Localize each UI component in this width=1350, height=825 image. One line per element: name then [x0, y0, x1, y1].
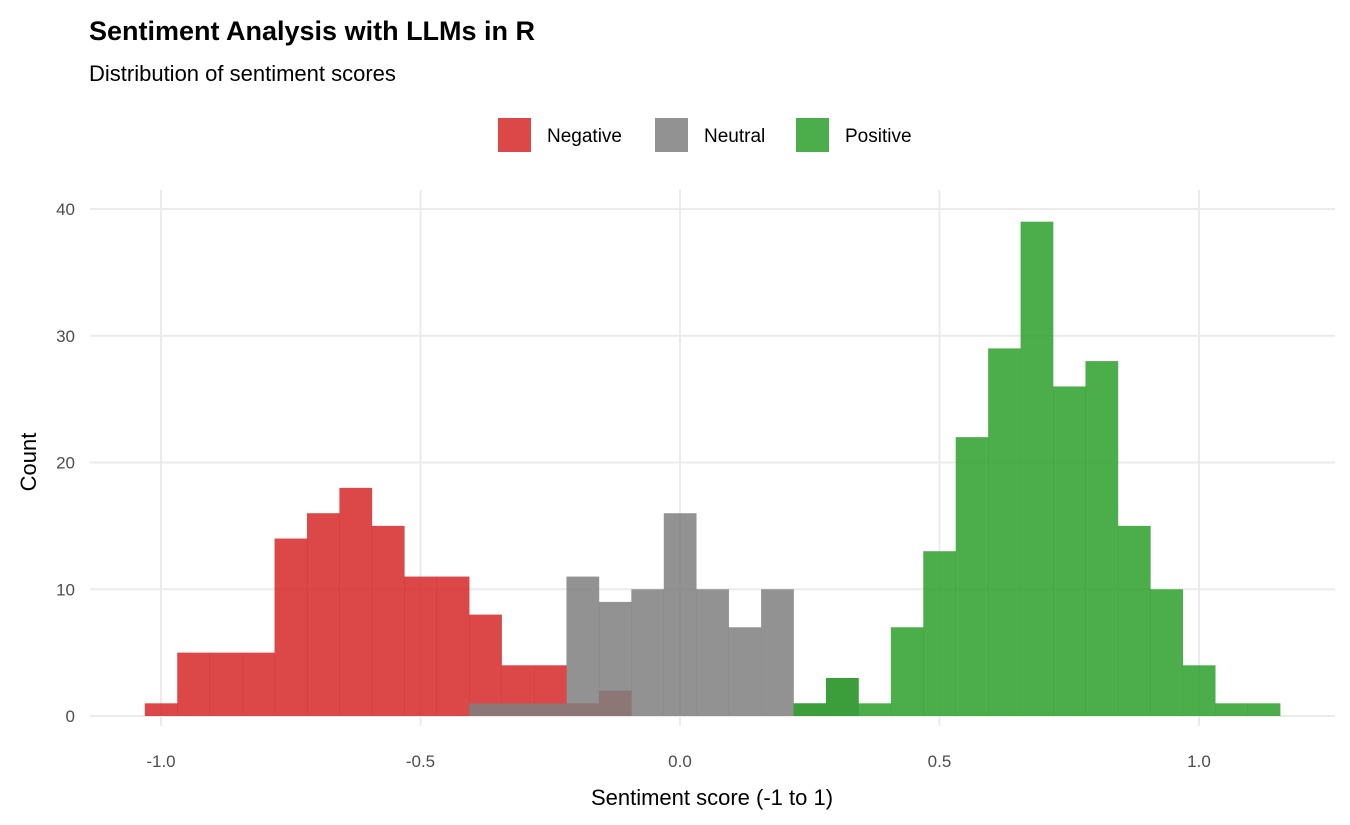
bar-positive [1150, 589, 1184, 716]
chart-title: Sentiment Analysis with LLMs in R [89, 16, 535, 46]
series-neutral [469, 513, 859, 716]
bar-negative [404, 576, 438, 716]
bar-positive [988, 348, 1021, 716]
bar-negative [144, 703, 178, 716]
y-axis-title: Count [16, 433, 41, 492]
bar-positive [1085, 361, 1119, 716]
bar-positive [890, 627, 924, 716]
bar-neutral [696, 589, 729, 716]
bar-negative [177, 652, 210, 716]
bar-neutral [761, 589, 794, 716]
bar-negative [306, 513, 340, 716]
bar-positive [1182, 665, 1216, 716]
legend-swatch [796, 118, 829, 152]
legend-swatch [498, 118, 531, 152]
bar-positive [1053, 386, 1086, 716]
y-tick-label: 40 [56, 200, 75, 219]
bar-negative [242, 652, 275, 716]
x-tick-label: 0.5 [928, 752, 952, 771]
tick-labels: 0 10 20 30 40 -1.0 -0.5 0.0 0.5 1.0 [56, 200, 1211, 771]
bar-neutral [469, 703, 502, 716]
y-tick-label: 0 [66, 707, 75, 726]
bar-negative [274, 538, 308, 716]
x-tick-label: -1.0 [146, 752, 175, 771]
bar-positive [923, 551, 957, 716]
legend-swatch [655, 118, 688, 152]
bar-positive [1117, 525, 1151, 716]
y-tick-label: 20 [56, 454, 75, 473]
legend: Negative Neutral Positive [498, 118, 912, 152]
bar-neutral [598, 601, 632, 716]
bar-negative [436, 576, 470, 716]
y-tick-label: 30 [56, 327, 75, 346]
bar-negative [339, 487, 373, 716]
bar-neutral [728, 627, 762, 716]
bar-positive [1020, 221, 1054, 717]
x-axis-title: Sentiment score (-1 to 1) [591, 785, 833, 810]
series-positive [793, 221, 1281, 717]
x-tick-label: 1.0 [1187, 752, 1211, 771]
bar-neutral [631, 589, 665, 716]
bar-neutral [566, 576, 600, 716]
bar-negative [469, 614, 502, 716]
legend-item-neutral: Neutral [655, 118, 765, 152]
legend-label: Neutral [704, 126, 765, 147]
bar-positive [1247, 703, 1281, 716]
bar-neutral [501, 703, 535, 716]
legend-label: Negative [547, 126, 622, 147]
bar-negative [209, 652, 243, 716]
bar-negative [371, 525, 405, 716]
bar-positive [955, 437, 989, 716]
bar-positive [793, 703, 827, 716]
x-tick-label: 0.0 [668, 752, 692, 771]
bar-positive [858, 703, 892, 716]
y-tick-label: 10 [56, 580, 75, 599]
bars [144, 221, 1281, 717]
legend-item-negative: Negative [498, 118, 622, 152]
legend-item-positive: Positive [796, 118, 912, 152]
legend-label: Positive [845, 126, 912, 147]
bar-neutral [663, 513, 697, 716]
bar-neutral [534, 703, 567, 716]
bar-positive [1215, 703, 1248, 716]
x-tick-label: -0.5 [406, 752, 435, 771]
series-negative [144, 487, 632, 716]
bar-positive [825, 677, 859, 716]
chart-subtitle: Distribution of sentiment scores [89, 61, 396, 86]
